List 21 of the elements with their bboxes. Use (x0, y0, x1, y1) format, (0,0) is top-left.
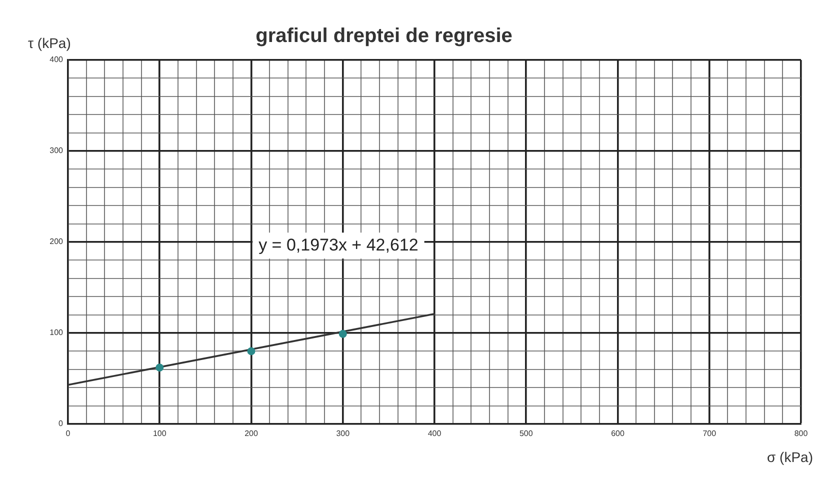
x-tick-label: 400 (428, 429, 442, 438)
x-tick-label: 600 (611, 429, 625, 438)
x-tick-label: 700 (702, 429, 717, 438)
annotation: y = 0,1973x + 42,612 (258, 235, 418, 254)
y-tick-label: 100 (50, 328, 64, 338)
chart-title: graficul dreptei de regresie (256, 25, 512, 47)
x-tick-label: 200 (244, 429, 258, 438)
y-tick-label: 0 (58, 419, 64, 428)
x-tick-label: 800 (794, 429, 808, 438)
y-tick-label: 400 (50, 55, 64, 64)
x-tick-label: 500 (519, 429, 534, 438)
x-tick-label: 100 (152, 429, 167, 438)
point (156, 364, 164, 372)
x-axis-title: σ (kPa) (767, 449, 813, 465)
x-tick-label: 300 (336, 429, 350, 438)
point (338, 330, 347, 338)
x-tick-label: 0 (66, 429, 71, 438)
point (247, 347, 256, 356)
y-axis-title: τ (kPa) (28, 35, 71, 51)
y-tick-label: 300 (50, 146, 64, 156)
y-tick-label: 200 (50, 237, 64, 246)
